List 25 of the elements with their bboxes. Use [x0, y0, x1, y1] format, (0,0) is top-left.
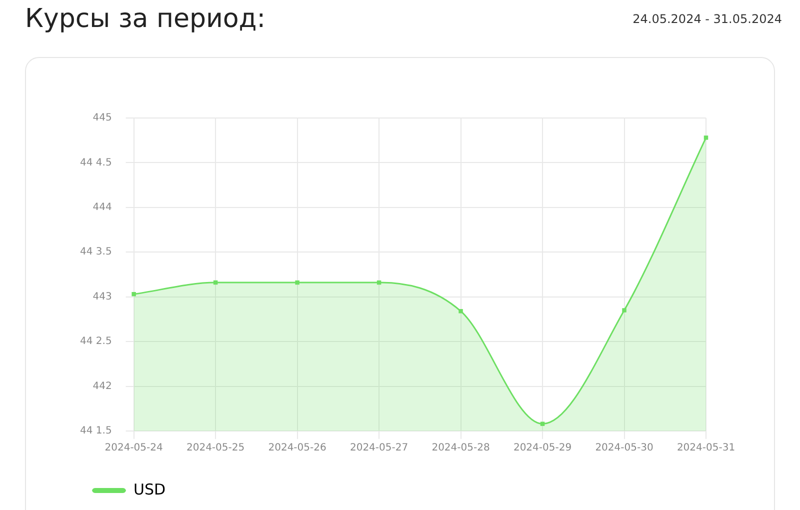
point — [132, 292, 136, 296]
x-tick-label: 2024-05-24 — [104, 442, 163, 454]
y-tick-label: 442 — [92, 380, 112, 392]
y-tick-label: 44 2.5 — [80, 336, 112, 348]
x-tick-label: 2024-05-29 — [513, 442, 572, 454]
y-tick-label: 443 — [92, 291, 112, 302]
point — [622, 308, 626, 312]
y-tick-label: 444 — [92, 202, 112, 214]
x-tick-label: 2024-05-30 — [595, 442, 654, 454]
x-tick-label: 2024-05-28 — [432, 442, 490, 454]
chart-subtitle: 24.05.2024 - 31.05.2024 — [632, 12, 782, 26]
y-tick-label: 44 3.5 — [80, 246, 112, 258]
legend-label: USD — [134, 480, 166, 498]
y-tick-label: 445 — [92, 112, 112, 124]
y-tick-label: 44 4.5 — [80, 157, 112, 168]
point — [458, 309, 463, 314]
y-tick-label: 44 1.5 — [80, 426, 112, 437]
x-tick-label: 2024-05-27 — [350, 442, 408, 454]
point — [295, 280, 300, 285]
x-tick-label: 2024-05-26 — [268, 442, 326, 454]
point — [704, 136, 708, 140]
point — [540, 422, 545, 426]
chart-title: Курсы за период: — [25, 4, 266, 34]
x-tick-label: 2024-05-25 — [186, 442, 245, 454]
x-tick-label: 2024-05-31 — [676, 442, 736, 454]
